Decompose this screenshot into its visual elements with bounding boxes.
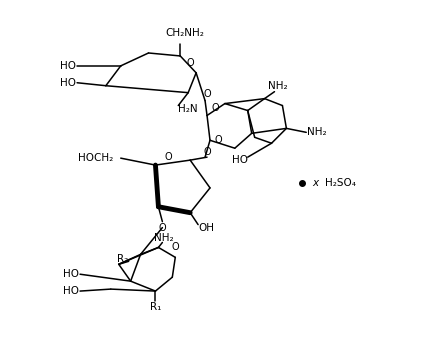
- Text: OH: OH: [198, 223, 214, 233]
- Text: HO: HO: [232, 155, 248, 165]
- Text: R₂: R₂: [118, 254, 129, 264]
- Text: R₁: R₁: [150, 302, 161, 312]
- Text: NH₂: NH₂: [307, 127, 327, 137]
- Text: HO: HO: [60, 78, 76, 88]
- Text: NH₂: NH₂: [268, 81, 287, 91]
- Text: O: O: [214, 135, 222, 145]
- Text: O: O: [211, 102, 219, 113]
- Text: x: x: [312, 178, 319, 188]
- Text: HO: HO: [63, 269, 79, 279]
- Text: O: O: [203, 147, 211, 157]
- Text: O: O: [159, 223, 166, 233]
- Text: HO: HO: [60, 61, 76, 71]
- Text: CH₂NH₂: CH₂NH₂: [166, 28, 205, 38]
- Text: HOCH₂: HOCH₂: [77, 153, 113, 163]
- Text: O: O: [165, 152, 172, 162]
- Text: HO: HO: [63, 286, 79, 296]
- Text: O: O: [203, 89, 211, 99]
- Text: O: O: [171, 243, 179, 252]
- Text: NH₂: NH₂: [154, 232, 173, 243]
- Text: O: O: [187, 58, 194, 68]
- Text: H₂SO₄: H₂SO₄: [325, 178, 356, 188]
- Text: H₂N: H₂N: [178, 104, 198, 113]
